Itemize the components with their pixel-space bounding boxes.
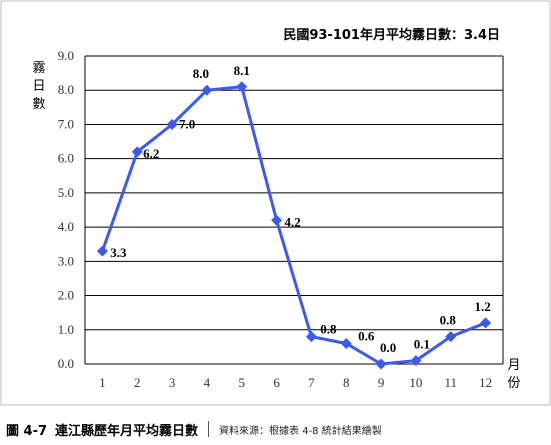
data-point-marker	[271, 214, 283, 226]
data-point-marker	[201, 84, 213, 96]
data-label: 3.3	[110, 245, 127, 260]
data-label: 0.0	[380, 340, 396, 355]
y-tick-label: 8.0	[58, 82, 74, 97]
data-label: 4.2	[284, 214, 300, 229]
x-axis-label-char: 月	[507, 358, 520, 373]
x-tick-label: 12	[479, 375, 492, 390]
caption-label: 圖 4-7	[6, 423, 48, 439]
data-point-marker	[96, 245, 108, 257]
x-axis-label-char: 份	[507, 376, 520, 391]
data-label: 0.8	[440, 313, 457, 328]
x-tick-label: 7	[308, 375, 315, 390]
y-axis-label-char: 日	[32, 79, 45, 94]
line-chart: 民國93-101年月平均霧日數：3.4日 霧日數 月份 0.0 1.0 2.0 3.0…	[0, 0, 551, 406]
x-tick-label: 3	[169, 375, 176, 390]
data-point-marker	[375, 358, 387, 370]
data-point-marker	[340, 337, 352, 349]
y-tick-label: 9.0	[58, 48, 74, 63]
data-point-marker	[166, 118, 178, 130]
data-label: 8.0	[193, 66, 209, 81]
data-point-marker	[480, 317, 492, 329]
x-tick-label: 9	[378, 375, 385, 390]
caption-separator	[208, 421, 210, 437]
data-label: 1.2	[474, 299, 490, 314]
data-label: 0.1	[414, 337, 430, 352]
data-label: 0.6	[358, 328, 375, 343]
gridlines	[84, 55, 504, 365]
caption-title: 連江縣歷年月平均霧日數	[55, 423, 199, 439]
data-labels: 3.3 6.2 7.0 8.0 8.1 4.2 0.8 0.6 0.0 0.1 0.8 1.2	[110, 63, 490, 355]
x-axis-label: 月份	[507, 358, 520, 391]
y-tick-label: 3.0	[58, 253, 74, 268]
y-tick-label: 5.0	[58, 185, 74, 200]
series-line	[101, 85, 487, 366]
x-tick-label: 5	[239, 375, 246, 390]
x-tick-label: 1	[99, 375, 106, 390]
x-tick-label: 6	[273, 375, 280, 390]
caption-source: 資料來源：根據表 4-8 統計結果繪製	[219, 425, 382, 437]
y-tick-label: 1.0	[58, 322, 74, 337]
data-point-marker	[236, 81, 248, 93]
data-point-marker	[305, 331, 317, 343]
y-axis-label-char: 霧	[32, 61, 45, 76]
data-point-marker	[445, 331, 457, 343]
data-point-marker	[410, 355, 422, 367]
data-label: 7.0	[179, 116, 195, 131]
chart-annotation: 民國93-101年月平均霧日數：3.4日	[283, 27, 500, 43]
x-tick-label: 4	[204, 375, 211, 390]
y-tick-label: 2.0	[58, 288, 74, 303]
y-axis-label-char: 數	[32, 97, 45, 112]
chart-frame	[0, 0, 551, 406]
data-label: 0.8	[320, 322, 337, 337]
x-tick-label: 10	[409, 375, 422, 390]
data-point-marker	[131, 146, 143, 158]
y-tick-label: 6.0	[58, 151, 74, 166]
y-tick-labels: 0.0 1.0 2.0 3.0 4.0 5.0 6.0 7.0 8.0 9.0	[58, 48, 74, 371]
figure-caption: 圖 4-7 連江縣歷年月平均霧日數 資料來源：根據表 4-8 統計結果繪製	[6, 418, 546, 440]
x-tick-label: 11	[444, 375, 457, 390]
x-tick-labels: 1 2 3 4 5 6 7 8 9 10 11 12	[99, 375, 492, 390]
data-label: 6.2	[143, 146, 159, 161]
y-axis-label: 霧日數	[32, 61, 45, 112]
y-tick-label: 4.0	[58, 219, 74, 234]
y-tick-label: 0.0	[58, 356, 74, 371]
data-label: 8.1	[234, 63, 250, 78]
y-tick-label: 7.0	[58, 116, 74, 131]
series	[96, 81, 492, 370]
x-tick-label: 2	[134, 375, 141, 390]
x-tick-label: 8	[343, 375, 350, 390]
